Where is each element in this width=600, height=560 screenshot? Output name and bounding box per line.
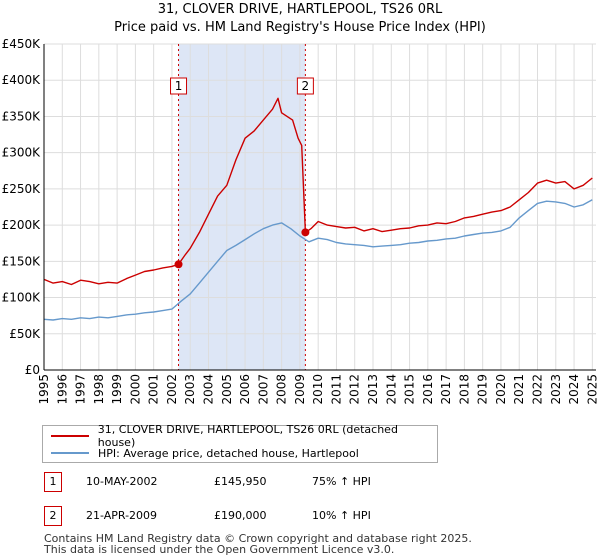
x-tick-label: 2005 <box>220 374 234 405</box>
x-tick-label: 1998 <box>92 374 106 405</box>
sale-price: £190,000 <box>214 509 267 522</box>
sale-number-badge: 2 <box>44 506 62 526</box>
x-tick-label: 2020 <box>494 374 508 405</box>
x-tick-label: 2016 <box>421 374 435 405</box>
plot-area <box>44 44 596 370</box>
x-tick-label: 1996 <box>55 374 69 405</box>
x-tick-label: 2023 <box>549 374 563 405</box>
x-tick-label: 2025 <box>585 374 599 405</box>
x-tick-label: 2006 <box>238 374 252 405</box>
x-tick-label: 2015 <box>403 374 417 405</box>
legend-label-property: 31, CLOVER DRIVE, HARTLEPOOL, TS26 0RL (… <box>97 423 398 449</box>
ownership-shaded-region <box>178 44 306 370</box>
y-tick-label: £200K <box>2 218 42 232</box>
y-tick-label: £300K <box>2 146 42 160</box>
sale-date: 21-APR-2009 <box>86 509 158 522</box>
legend-label-hpi: HPI: Average price, detached house, Hart… <box>98 446 359 460</box>
legend-swatch-property <box>51 435 89 437</box>
sale-point-marker <box>301 228 310 237</box>
x-tick-label: 2010 <box>311 374 325 405</box>
price-chart: 1 2 £0 £50K £100K £150K £200K £250K £300K £350K £… <box>2 37 600 405</box>
legend-item-property: 31, CLOVER DRIVE, HARTLEPOOL, TS26 0RL (… <box>51 423 437 449</box>
y-tick-label: £450K <box>2 37 42 51</box>
x-tick-label: 2007 <box>256 374 270 405</box>
legend-swatch-hpi <box>51 452 89 454</box>
sale-hpi-change: 75% ↑ HPI <box>312 475 371 488</box>
sale-label-box <box>170 77 188 95</box>
x-tick-label: 2009 <box>293 374 307 405</box>
footer-copyright: Contains HM Land Registry data © Crown c… <box>44 532 472 545</box>
x-tick-label: 2018 <box>457 374 471 405</box>
y-tick-label: £0 <box>25 363 40 377</box>
x-tick-label: 2004 <box>202 374 216 405</box>
y-tick-label: £400K <box>2 73 42 87</box>
y-tick-label: £50K <box>9 327 41 341</box>
sale-label-text: 2 <box>302 79 310 93</box>
x-tick-label: 2001 <box>147 374 161 405</box>
chart-title: 31, CLOVER DRIVE, HARTLEPOOL, TS26 0RL <box>157 2 443 17</box>
series-line-property <box>43 97 593 286</box>
legend: 31, CLOVER DRIVE, HARTLEPOOL, TS26 0RL (… <box>42 423 438 463</box>
legend-item-hpi: HPI: Average price, detached house, Hart… <box>51 445 359 461</box>
x-tick-label: 2002 <box>165 374 179 405</box>
y-tick-label: £350K <box>2 109 42 123</box>
x-tick-label: 1999 <box>110 374 124 405</box>
sale-label-box <box>296 77 314 95</box>
sale-point-marker <box>174 260 183 269</box>
y-tick-label: £150K <box>2 254 42 268</box>
x-tick-label: 1995 <box>37 374 51 405</box>
chart-subtitle: Price paid vs. HM Land Registry's House … <box>114 20 486 35</box>
x-tick-label: 2024 <box>567 374 581 405</box>
x-tick-label: 2011 <box>329 374 343 405</box>
x-tick-label: 1997 <box>74 374 88 405</box>
x-tick-label: 2003 <box>183 374 197 405</box>
x-tick-label: 2017 <box>439 374 453 405</box>
x-tick-label: 2013 <box>366 374 380 405</box>
y-tick-label: £250K <box>2 182 42 196</box>
sale-date: 10-MAY-2002 <box>86 475 158 488</box>
x-tick-label: 2019 <box>476 374 490 405</box>
sale-number-badge: 1 <box>44 472 62 492</box>
sale-label-text: 1 <box>175 79 183 93</box>
x-tick-label: 2012 <box>348 374 362 405</box>
sale-price: £145,950 <box>214 475 267 488</box>
x-tick-label: 2000 <box>128 374 142 405</box>
x-tick-label: 2014 <box>384 374 398 405</box>
sale-hpi-change: 10% ↑ HPI <box>312 509 371 522</box>
footer-licence: This data is licensed under the Open Gov… <box>44 543 395 556</box>
x-tick-label: 2021 <box>512 374 526 405</box>
y-tick-label: £100K <box>2 291 42 305</box>
x-tick-label: 2022 <box>531 374 545 405</box>
series-line-hpi <box>43 199 593 321</box>
x-tick-label: 2008 <box>275 374 289 405</box>
